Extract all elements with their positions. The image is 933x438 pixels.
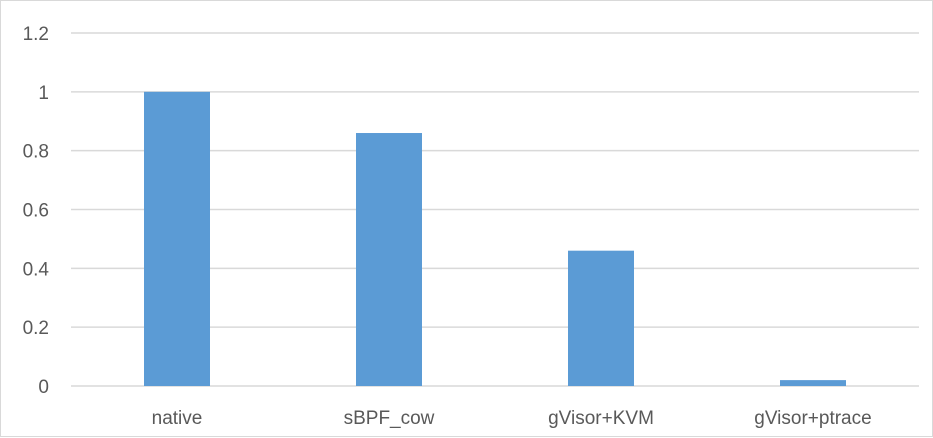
y-tick-label: 0.4: [23, 259, 50, 280]
y-tick-label: 0.8: [23, 142, 49, 163]
gridlines: [71, 32, 919, 387]
x-tick-label: gVisor+ptrace: [754, 408, 871, 429]
bar-native: [144, 91, 210, 386]
bar-gvisor-ptrace: [780, 380, 846, 386]
x-tick-label: sBPF_cow: [344, 408, 435, 429]
x-tick-label: native: [152, 408, 203, 429]
y-tick-label: 1.2: [23, 24, 49, 45]
x-tick-label: gVisor+KVM: [548, 408, 654, 429]
bars: [144, 91, 846, 386]
y-tick-label: 0.2: [23, 318, 49, 339]
x-axis-tick-labels: native sBPF_cow gVisor+KVM gVisor+ptrace: [152, 408, 872, 429]
bar-sbpf-cow: [356, 133, 422, 386]
y-axis-tick-labels: 0 0.2 0.4 0.6 0.8 1 1.2: [23, 24, 50, 398]
y-tick-label: 0: [38, 377, 49, 398]
bar-gvisor-kvm: [568, 250, 634, 386]
y-tick-label: 0.6: [23, 201, 49, 222]
y-tick-label: 1: [38, 83, 49, 104]
